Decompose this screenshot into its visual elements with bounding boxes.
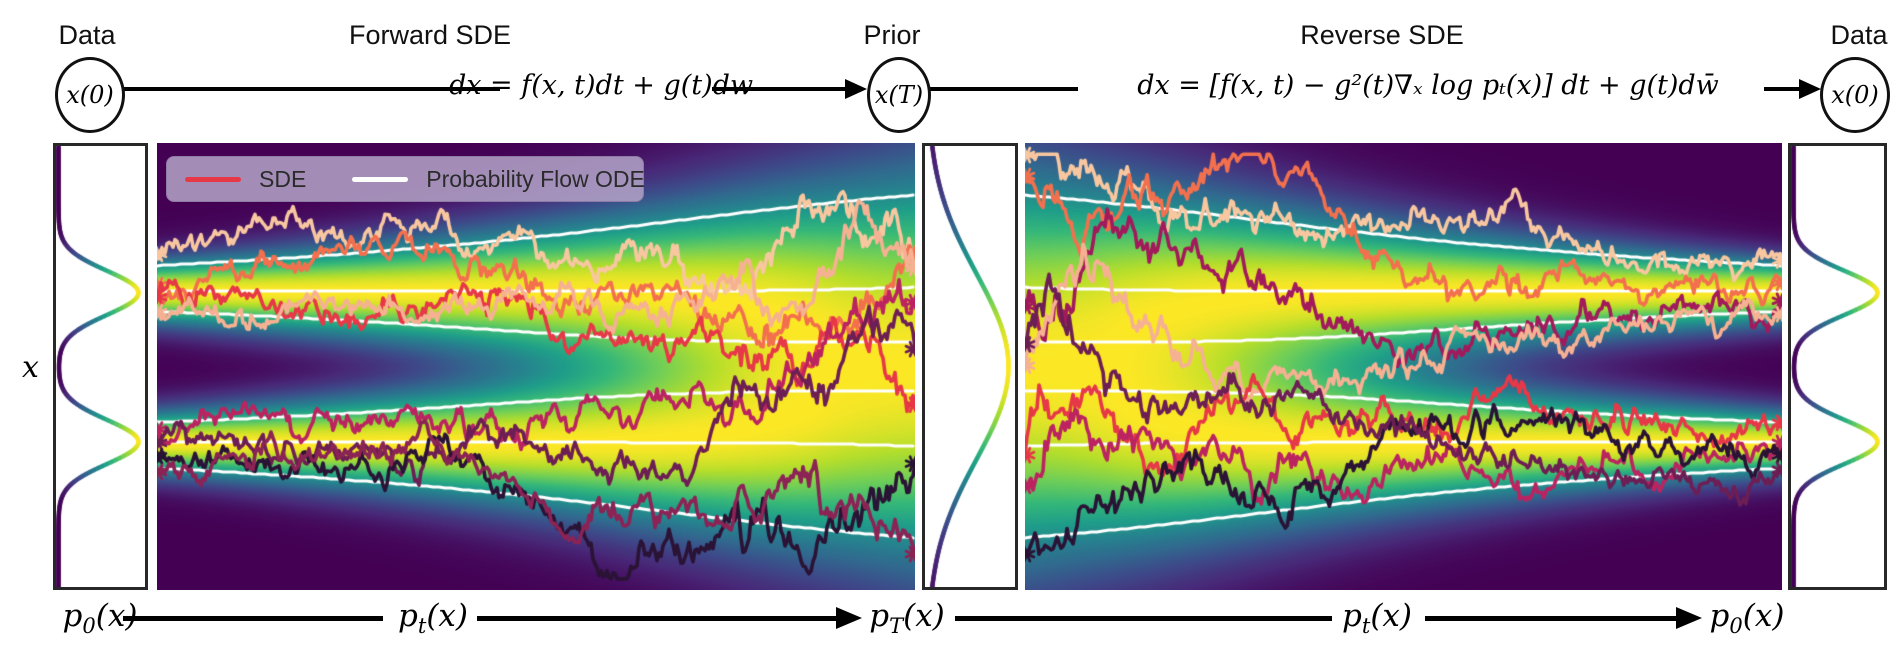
forward-arrowhead-icon bbox=[845, 79, 867, 99]
node-x0-right: x(0) bbox=[1820, 57, 1890, 133]
footer-label-pt-left: pt(x) bbox=[398, 598, 468, 639]
ode-line-swatch bbox=[352, 176, 409, 182]
prior-density-panel bbox=[922, 143, 1018, 590]
node-xT: x(T) bbox=[867, 57, 931, 133]
footer-line-3 bbox=[955, 616, 1332, 621]
sde-line-swatch bbox=[185, 176, 241, 182]
footer-line-2 bbox=[477, 616, 836, 621]
legend: SDE Probability Flow ODE bbox=[166, 156, 645, 202]
reverse-arrow-line bbox=[1764, 87, 1800, 91]
footer-label-pT: pT(x) bbox=[869, 598, 945, 639]
prior-label: Prior bbox=[863, 20, 921, 50]
footer-label-pt-right: pt(x) bbox=[1342, 598, 1412, 639]
marginal-right-canvas bbox=[1791, 146, 1884, 587]
footer-label-p0-right: p0(x) bbox=[1709, 598, 1785, 639]
reverse-heatmap-canvas bbox=[1025, 143, 1782, 590]
marginal-density-panel-left bbox=[53, 143, 148, 590]
reverse-connector-line bbox=[924, 87, 1078, 91]
legend-label-sde: SDE bbox=[259, 165, 307, 192]
legend-label-ode: Probability Flow ODE bbox=[426, 165, 645, 192]
prior-canvas bbox=[925, 146, 1015, 587]
marginal-left-canvas bbox=[56, 146, 145, 587]
node-x0-left: x(0) bbox=[55, 57, 125, 133]
y-axis-label: x bbox=[22, 350, 39, 385]
reverse-sde-heatmap-panel bbox=[1025, 143, 1782, 590]
forward-arrow-line bbox=[712, 87, 846, 91]
forward-sde-equation: dx = f(x, t)dt + g(t)dw bbox=[448, 70, 754, 101]
reverse-sde-title: Reverse SDE bbox=[1300, 20, 1464, 50]
marginal-density-panel-right bbox=[1788, 143, 1887, 590]
footer-line-4 bbox=[1425, 616, 1676, 621]
footer-line-1 bbox=[123, 616, 383, 621]
forward-sde-title: Forward SDE bbox=[348, 20, 512, 50]
forward-heatmap-canvas bbox=[157, 143, 915, 590]
footer-arrowhead-forward-icon bbox=[836, 607, 862, 629]
data-label-right: Data bbox=[1830, 20, 1888, 50]
reverse-sde-equation: dx = [f(x, t) − g²(t)∇ₓ log pₜ(x)] dt + … bbox=[1137, 70, 1719, 101]
footer-arrowhead-reverse-icon bbox=[1676, 607, 1702, 629]
data-label-left: Data bbox=[58, 20, 116, 50]
forward-connector-line bbox=[118, 87, 500, 91]
reverse-arrowhead-icon bbox=[1799, 79, 1821, 99]
forward-sde-heatmap-panel bbox=[157, 143, 915, 590]
